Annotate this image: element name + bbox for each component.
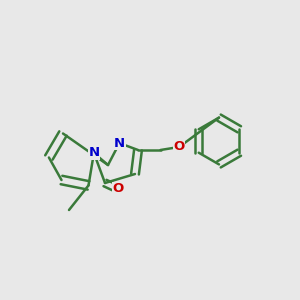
Text: N: N: [114, 136, 125, 150]
Text: N: N: [88, 146, 100, 160]
Text: O: O: [173, 140, 185, 154]
Text: O: O: [112, 182, 124, 196]
